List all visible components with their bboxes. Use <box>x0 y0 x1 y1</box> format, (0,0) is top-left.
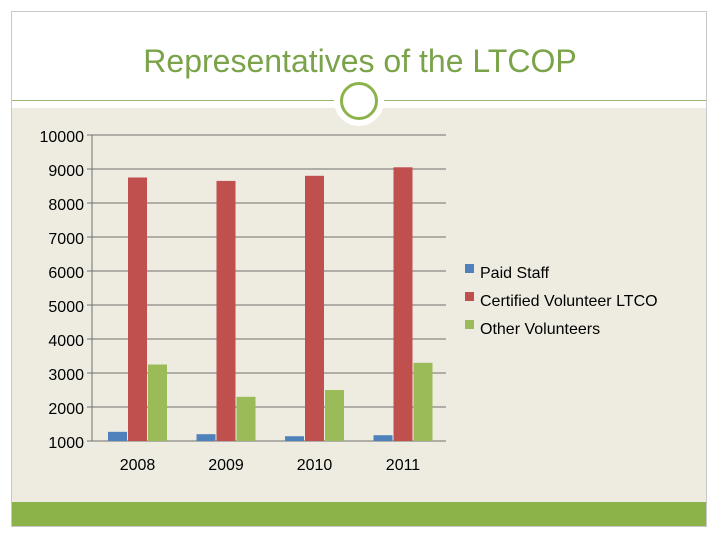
slide-frame <box>11 11 707 527</box>
bar-certified-volunteer-ltco-2011 <box>393 167 413 442</box>
y-tick-label: 2000 <box>48 401 84 418</box>
slide-title: Representatives of the LTCOP <box>143 43 577 79</box>
bar-other-volunteers-2008 <box>148 364 167 441</box>
bar-other-volunteers-2010 <box>325 390 344 441</box>
bar-certified-volunteer-ltco-2008 <box>128 177 147 441</box>
y-tick-label: 6000 <box>48 265 84 282</box>
x-tick-label: 2008 <box>120 457 156 474</box>
y-tick-label: 1000 <box>48 435 84 452</box>
bar-other-volunteers-2011 <box>413 362 433 441</box>
x-tick-label: 2009 <box>208 457 244 474</box>
y-tick-label: 10000 <box>40 129 85 146</box>
circle-ornament-ring-icon <box>340 82 378 120</box>
bar-certified-volunteer-ltco-2009 <box>216 180 236 441</box>
y-tick-label: 4000 <box>48 333 84 350</box>
legend-swatch <box>465 292 474 301</box>
x-tick-label: 2011 <box>386 457 421 474</box>
bottom-accent-bar <box>12 502 706 526</box>
y-tick-label: 3000 <box>48 367 84 384</box>
bar-paid-staff-2009 <box>196 434 216 441</box>
bar-other-volunteers-2009 <box>236 396 256 441</box>
y-tick-label: 5000 <box>48 299 84 316</box>
legend-swatch <box>465 320 474 329</box>
y-tick-label: 7000 <box>48 231 84 248</box>
legend-swatch <box>465 264 474 273</box>
y-tick-label: 8000 <box>48 197 84 214</box>
y-tick-label: 9000 <box>48 163 84 180</box>
bar-paid-staff-2010 <box>285 436 304 441</box>
x-tick-label: 2010 <box>297 457 333 474</box>
legend-label: Paid Staff <box>480 265 550 282</box>
bar-paid-staff-2011 <box>373 435 393 441</box>
legend-label: Certified Volunteer LTCO <box>480 293 658 310</box>
legend-label: Other Volunteers <box>480 321 600 338</box>
bar-certified-volunteer-ltco-2010 <box>305 175 324 442</box>
bar-paid-staff-2008 <box>108 431 127 441</box>
